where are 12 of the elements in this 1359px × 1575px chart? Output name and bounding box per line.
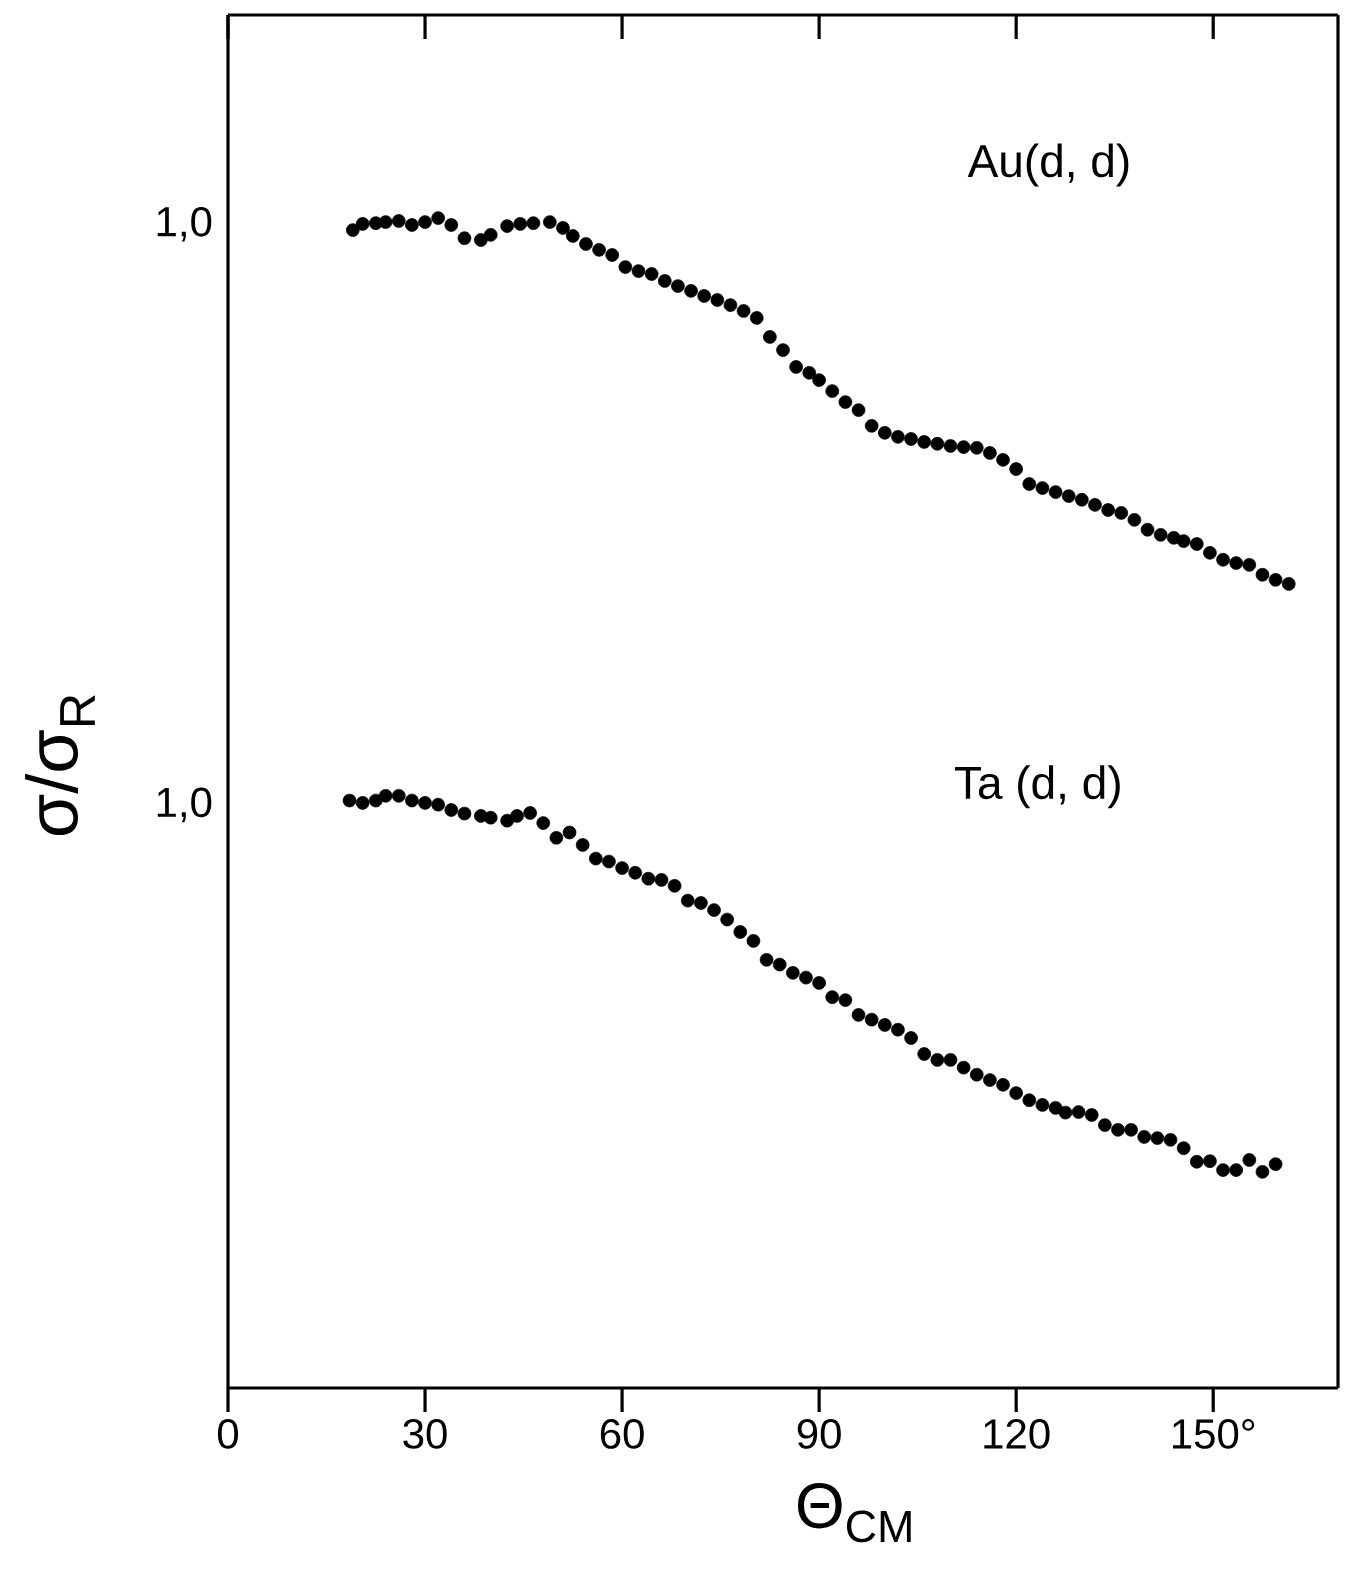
text: Au(d, d)	[967, 143, 1129, 187]
x-tick-label: 90	[797, 1419, 841, 1449]
x-tick-label: 0	[217, 1419, 239, 1449]
x-tick-label: 60	[600, 1419, 644, 1449]
x-tick-label: 150°	[1172, 1419, 1255, 1449]
x-tick-label: 120	[984, 1419, 1050, 1449]
text: Ta (d, d)	[954, 765, 1120, 809]
text: 1,0	[157, 206, 212, 242]
x-tick-label: 30	[403, 1419, 447, 1449]
text: 1,0	[157, 787, 212, 823]
y-axis-title: σ/σ$_{R}$	[25, 695, 95, 836]
x-axis-title: Θ$_{CM}$	[797, 1483, 911, 1543]
